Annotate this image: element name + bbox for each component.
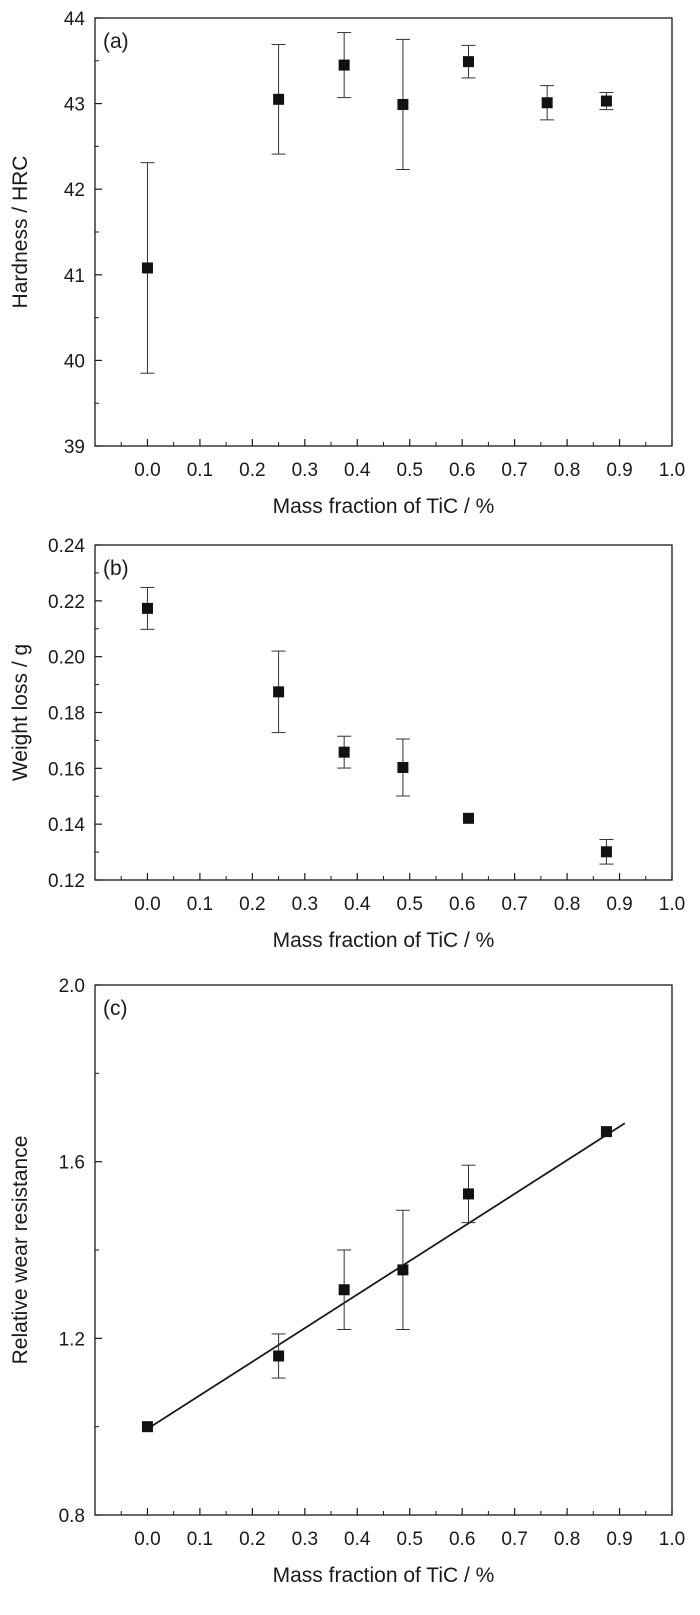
data-point	[541, 97, 553, 109]
y-tick-label: 0.18	[48, 704, 85, 725]
x-tick-label: 0.3	[292, 894, 318, 915]
plot-frame	[94, 544, 673, 881]
x-tick-label: 0.7	[501, 460, 527, 481]
x-axis-label: Mass fraction of TiC / %	[273, 495, 495, 518]
x-tick-label: 0.6	[449, 460, 475, 481]
x-tick-label: 1.0	[659, 460, 685, 481]
data-point	[462, 56, 474, 68]
y-axis-label: Relative wear resistance	[9, 1136, 32, 1365]
data-point	[141, 262, 153, 274]
y-tick-label: 39	[64, 437, 85, 458]
data-point	[338, 746, 350, 758]
panel-label: (c)	[103, 997, 128, 1020]
x-tick-label: 0.2	[239, 460, 265, 481]
x-tick-label: 0.5	[397, 1529, 423, 1550]
x-tick-label: 0.1	[187, 894, 213, 915]
x-tick-label: 0.3	[292, 460, 318, 481]
x-tick-label: 0.9	[606, 460, 632, 481]
x-tick-label: 0.4	[344, 1529, 371, 1550]
data-point	[338, 59, 350, 71]
x-axis-label: Mass fraction of TiC / %	[273, 1564, 495, 1587]
x-tick-label: 0.4	[344, 460, 371, 481]
x-tick-label: 0.5	[397, 894, 423, 915]
x-tick-label: 0.3	[292, 1529, 318, 1550]
x-tick-label: 1.0	[659, 1529, 685, 1550]
panel-label: (a)	[103, 30, 129, 53]
data-point	[600, 846, 612, 858]
x-tick-label: 0.0	[134, 894, 160, 915]
y-tick-label: 2.0	[59, 976, 85, 997]
data-point	[273, 686, 285, 698]
y-axis-label: Weight loss / g	[9, 644, 32, 781]
y-tick-label: 0.8	[59, 1506, 85, 1527]
y-tick-label: 0.22	[48, 592, 85, 613]
panel-b: 0.0 0.1 0.2 0.3 0.4 0.5 0.6 0.7 0.8 0.9 1.0 0.12 0.1…	[9, 536, 685, 952]
y-tick-label: 0.20	[48, 648, 85, 669]
data-point	[397, 1264, 409, 1276]
data-point	[397, 98, 409, 110]
x-tick-label: 0.5	[397, 460, 423, 481]
data-point	[600, 1126, 612, 1138]
x-tick-label: 0.0	[134, 1529, 160, 1550]
y-tick-label: 43	[64, 95, 85, 116]
x-tick-label: 0.2	[239, 894, 265, 915]
x-tick-label: 0.1	[187, 460, 213, 481]
y-tick-label: 1.6	[59, 1153, 85, 1174]
plot-frame	[94, 17, 673, 447]
x-tick-label: 0.2	[239, 1529, 265, 1550]
x-tick-label: 0.9	[606, 1529, 632, 1550]
x-tick-label: 0.8	[554, 1529, 580, 1550]
y-axis-label: Hardness / HRC	[9, 156, 32, 309]
panel-c: 0.0 0.1 0.2 0.3 0.4 0.5 0.6 0.7 0.8 0.9 1.0 0.8 1.2 1…	[9, 976, 685, 1587]
x-tick-label: 0.4	[344, 894, 371, 915]
x-tick-label: 0.6	[449, 1529, 475, 1550]
linear-fit-line	[146, 1122, 626, 1430]
x-axis-label: Mass fraction of TiC / %	[273, 929, 495, 952]
panel-label: (b)	[103, 557, 129, 580]
y-tick-label: 0.16	[48, 759, 85, 780]
y-tick-label: 1.2	[59, 1329, 85, 1350]
data-point	[141, 602, 153, 614]
data-point	[273, 93, 285, 105]
data-point	[462, 1188, 474, 1200]
plot-frame	[94, 984, 673, 1516]
y-tick-label: 0.14	[48, 815, 85, 836]
x-tick-label: 0.7	[501, 1529, 527, 1550]
data-point	[462, 812, 474, 824]
panel-a: 0.0 0.1 0.2 0.3 0.4 0.5 0.6 0.7 0.8 0.9 1.0 39 40 41 4…	[9, 9, 685, 518]
y-tick-label: 0.24	[48, 536, 85, 557]
x-tick-label: 1.0	[659, 894, 685, 915]
x-tick-label: 0.8	[554, 894, 580, 915]
x-tick-label: 0.8	[554, 460, 580, 481]
data-point	[397, 761, 409, 773]
x-tick-label: 0.1	[187, 1529, 213, 1550]
data-point	[600, 95, 612, 107]
x-tick-label: 0.9	[606, 894, 632, 915]
x-tick-label: 0.6	[449, 894, 475, 915]
y-tick-label: 41	[64, 266, 85, 287]
y-tick-label: 44	[64, 9, 86, 30]
y-tick-label: 0.12	[48, 871, 85, 892]
data-point	[273, 1350, 285, 1362]
y-tick-label: 40	[64, 351, 85, 372]
y-tick-label: 42	[64, 180, 85, 201]
data-point	[338, 1284, 350, 1296]
x-tick-label: 0.0	[134, 460, 160, 481]
data-point	[141, 1421, 153, 1433]
x-tick-label: 0.7	[501, 894, 527, 915]
